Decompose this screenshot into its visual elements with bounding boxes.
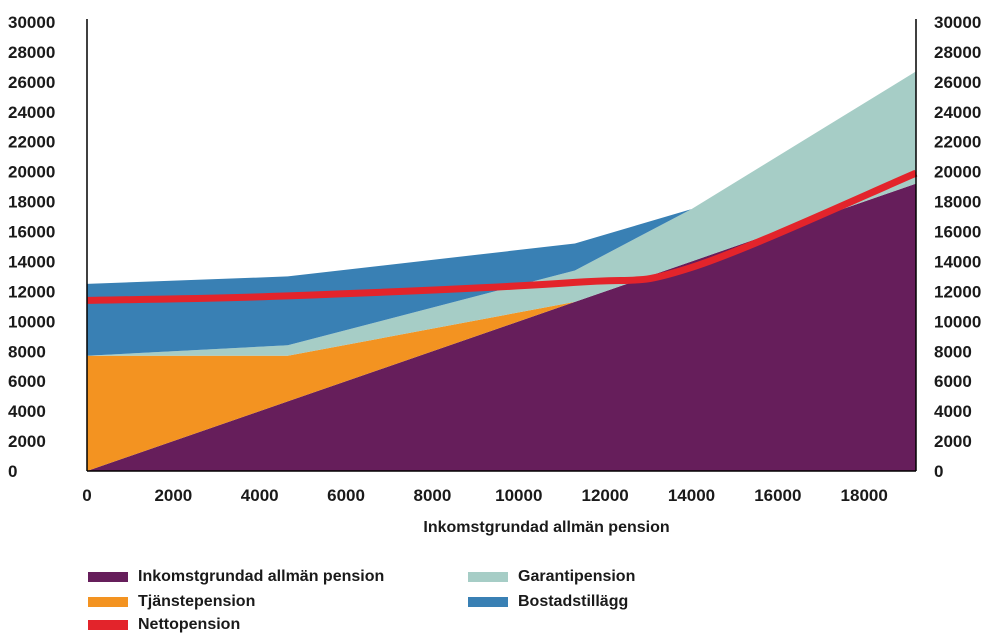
legend-swatch xyxy=(468,597,508,607)
y-tick-label-left: 24000 xyxy=(8,103,55,122)
legend-label: Garantipension xyxy=(518,568,636,585)
y-tick-label-left: 16000 xyxy=(8,223,55,242)
legend-swatch xyxy=(88,597,128,607)
legend-label: Nettopension xyxy=(138,616,241,633)
x-tick-label: 6000 xyxy=(327,486,365,505)
legend-item-bostadstillagg: Bostadstillägg xyxy=(468,591,628,613)
y-tick-label-right: 10000 xyxy=(934,312,981,331)
legend-label: Bostadstillägg xyxy=(518,593,629,610)
y-tick-label-left: 12000 xyxy=(8,282,55,301)
plot-lines xyxy=(86,169,918,304)
y-tick-label-right: 4000 xyxy=(934,402,972,421)
y-tick-label-right: 16000 xyxy=(934,223,981,242)
y-tick-label-left: 14000 xyxy=(8,252,55,271)
line-nettopension xyxy=(86,169,918,304)
legend-item-nettopension: Nettopension xyxy=(88,614,240,636)
x-tick-label: 16000 xyxy=(754,486,801,505)
y-tick-label-right: 24000 xyxy=(934,103,981,122)
legend-swatch xyxy=(88,572,128,582)
y-tick-label-right: 22000 xyxy=(934,133,981,152)
area-garantipension xyxy=(87,71,916,356)
y-tick-label-right: 14000 xyxy=(934,252,981,271)
legend-swatch xyxy=(468,572,508,582)
y-tick-label-right: 12000 xyxy=(934,282,981,301)
x-tick-label: 8000 xyxy=(414,486,452,505)
y-tick-label-left: 4000 xyxy=(8,402,46,421)
x-axis-title: Inkomstgrundad allmän pension xyxy=(423,519,669,536)
legend-item-inkomstgrundad: Inkomstgrundad allmän pension xyxy=(88,566,384,588)
x-tick-label: 10000 xyxy=(495,486,542,505)
y-tick-label-right: 6000 xyxy=(934,372,972,391)
plot-areas xyxy=(87,71,916,471)
y-tick-label-right: 28000 xyxy=(934,43,981,62)
x-tick-label: 0 xyxy=(82,486,91,505)
axes xyxy=(86,19,917,472)
legend-swatch xyxy=(88,620,128,630)
y-tick-label-left: 18000 xyxy=(8,193,55,212)
y-tick-label-left: 22000 xyxy=(8,133,55,152)
y-tick-label-right: 8000 xyxy=(934,342,972,361)
y-tick-label-left: 30000 xyxy=(8,13,55,32)
y-tick-label-left: 26000 xyxy=(8,73,55,92)
y-tick-label-left: 10000 xyxy=(8,312,55,331)
area-bostadstill-gg xyxy=(87,71,916,356)
y-tick-label-left: 2000 xyxy=(8,432,46,451)
legend-item-tjanstepension: Tjänstepension xyxy=(88,591,255,613)
legend-label: Inkomstgrundad allmän pension xyxy=(138,568,385,585)
y-tick-label-left: 28000 xyxy=(8,43,55,62)
y-tick-label-right: 18000 xyxy=(934,193,981,212)
tick-labels: 0 0 2000 2000 4000 4000 6000 6000 8000 8000 10000 1… xyxy=(8,13,981,505)
legend-label: Tjänstepension xyxy=(138,593,256,610)
legend: Inkomstgrundad allmän pension Garantipen… xyxy=(88,566,788,636)
y-tick-label-right: 26000 xyxy=(934,73,981,92)
chart: 0 0 2000 2000 4000 4000 6000 6000 8000 8000 10000 1… xyxy=(8,13,981,536)
x-tick-label: 14000 xyxy=(668,486,715,505)
y-tick-label-right: 30000 xyxy=(934,13,981,32)
x-tick-label: 12000 xyxy=(581,486,628,505)
x-tick-label: 18000 xyxy=(841,486,888,505)
x-tick-label: 2000 xyxy=(154,486,192,505)
y-tick-label-right: 0 xyxy=(934,462,943,481)
y-tick-label-right: 20000 xyxy=(934,163,981,182)
area-tj-nstepension xyxy=(87,183,916,471)
area-inkomstgrundad-allm-n-pension xyxy=(87,183,916,471)
y-tick-label-left: 6000 xyxy=(8,372,46,391)
x-tick-label: 4000 xyxy=(241,486,279,505)
y-tick-label-right: 2000 xyxy=(934,432,972,451)
y-tick-label-left: 8000 xyxy=(8,342,46,361)
legend-item-garantipension: Garantipension xyxy=(468,566,635,588)
y-tick-label-left: 20000 xyxy=(8,163,55,182)
y-tick-label-left: 0 xyxy=(8,462,17,481)
